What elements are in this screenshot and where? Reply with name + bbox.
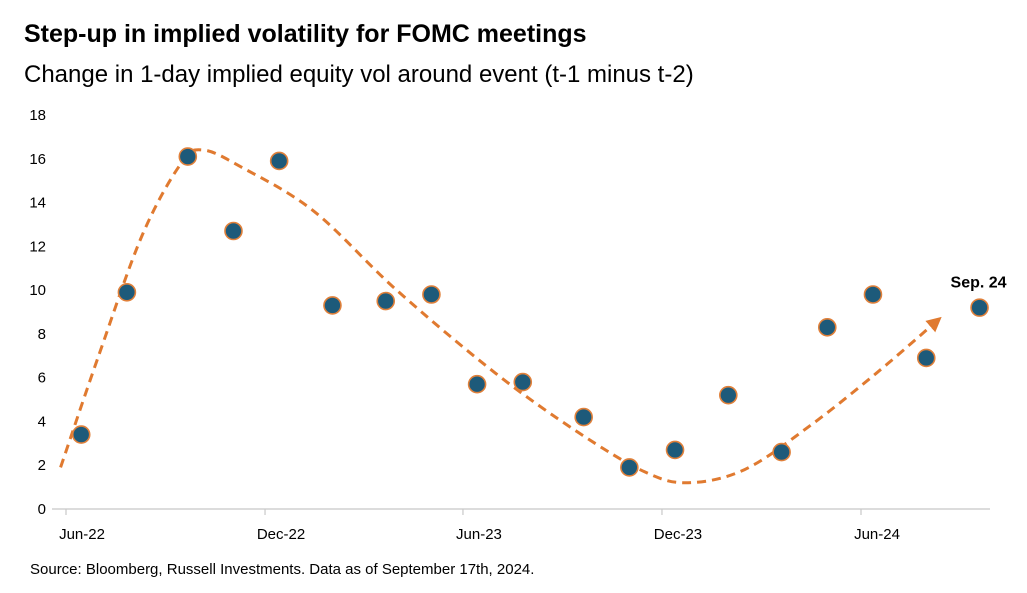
data-point xyxy=(323,296,342,315)
data-point xyxy=(719,385,738,405)
data-point xyxy=(574,407,593,427)
x-tick-label: Jun-24 xyxy=(854,526,900,543)
data-point xyxy=(178,147,198,166)
y-tick-label: 2 xyxy=(38,457,46,474)
data-point xyxy=(665,440,685,460)
data-point xyxy=(224,221,243,241)
x-tick-label: Dec-23 xyxy=(654,526,702,543)
data-point xyxy=(376,291,396,311)
data-point xyxy=(513,372,533,392)
data-point xyxy=(863,285,883,304)
sep-24-annotation: Sep. 24 xyxy=(951,275,1007,292)
y-tick-label: 14 xyxy=(29,195,46,212)
data-points xyxy=(71,147,989,477)
data-point xyxy=(620,458,639,477)
data-point xyxy=(117,282,137,302)
source-note: Source: Bloomberg, Russell Investments. … xyxy=(30,561,535,578)
y-tick-label: 16 xyxy=(29,151,46,168)
trend-line-group xyxy=(59,148,942,485)
y-tick-label: 18 xyxy=(29,107,46,124)
y-tick-label: 8 xyxy=(38,326,46,343)
chart-subtitle: Change in 1-day implied equity vol aroun… xyxy=(24,61,694,88)
y-tick-label: 4 xyxy=(38,413,46,430)
data-point xyxy=(269,151,289,171)
data-point xyxy=(970,298,989,317)
chart-title: Step-up in implied volatility for FOMC m… xyxy=(24,20,587,48)
data-point xyxy=(71,425,91,444)
data-point xyxy=(772,442,791,462)
data-point xyxy=(817,318,837,337)
trend-line xyxy=(59,148,942,485)
y-tick-label: 6 xyxy=(38,370,46,387)
x-tick-label: Jun-23 xyxy=(456,526,502,543)
data-point xyxy=(916,348,936,368)
x-tick-label: Jun-22 xyxy=(59,526,105,543)
y-tick-label: 0 xyxy=(38,501,46,518)
data-point xyxy=(422,285,441,304)
x-axis: Jun-22 Dec-22 Jun-23 Dec-23 Jun-24 xyxy=(52,508,990,543)
data-point xyxy=(467,374,487,394)
x-tick-label: Dec-22 xyxy=(257,526,305,543)
y-axis: 0 2 4 6 8 10 12 14 16 18 xyxy=(29,107,46,518)
y-tick-label: 12 xyxy=(29,238,46,255)
y-tick-label: 10 xyxy=(29,282,46,299)
